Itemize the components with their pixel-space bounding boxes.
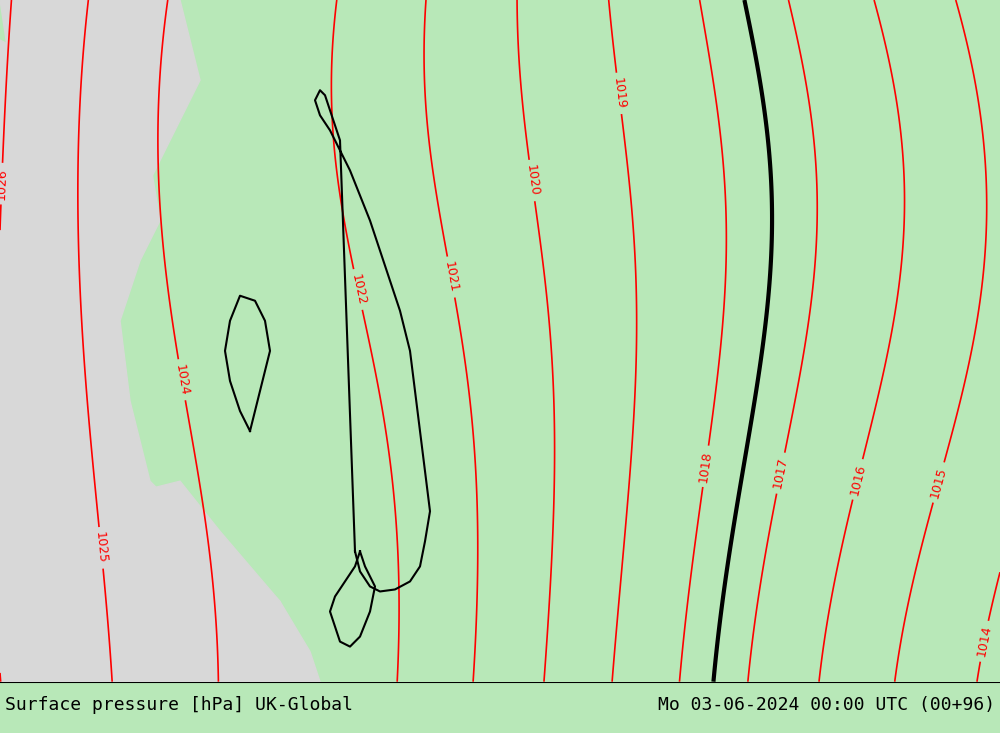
Text: 1019: 1019 [611,77,627,110]
Text: 1020: 1020 [523,164,540,197]
Text: Surface pressure [hPa] UK-Global: Surface pressure [hPa] UK-Global [5,696,353,715]
Text: 1017: 1017 [771,457,790,490]
Text: 1024: 1024 [173,363,191,397]
Text: 1025: 1025 [93,531,109,564]
Text: 1018: 1018 [697,449,714,483]
Text: 1015: 1015 [928,465,949,499]
Text: 1026: 1026 [0,168,9,199]
Text: 1016: 1016 [848,463,868,496]
Text: 1014: 1014 [975,625,994,658]
Polygon shape [0,481,300,682]
Polygon shape [0,40,320,682]
Text: 1021: 1021 [442,260,460,294]
Polygon shape [0,0,200,331]
Text: Mo 03-06-2024 00:00 UTC (00+96): Mo 03-06-2024 00:00 UTC (00+96) [658,696,995,715]
Text: 1022: 1022 [348,273,368,306]
